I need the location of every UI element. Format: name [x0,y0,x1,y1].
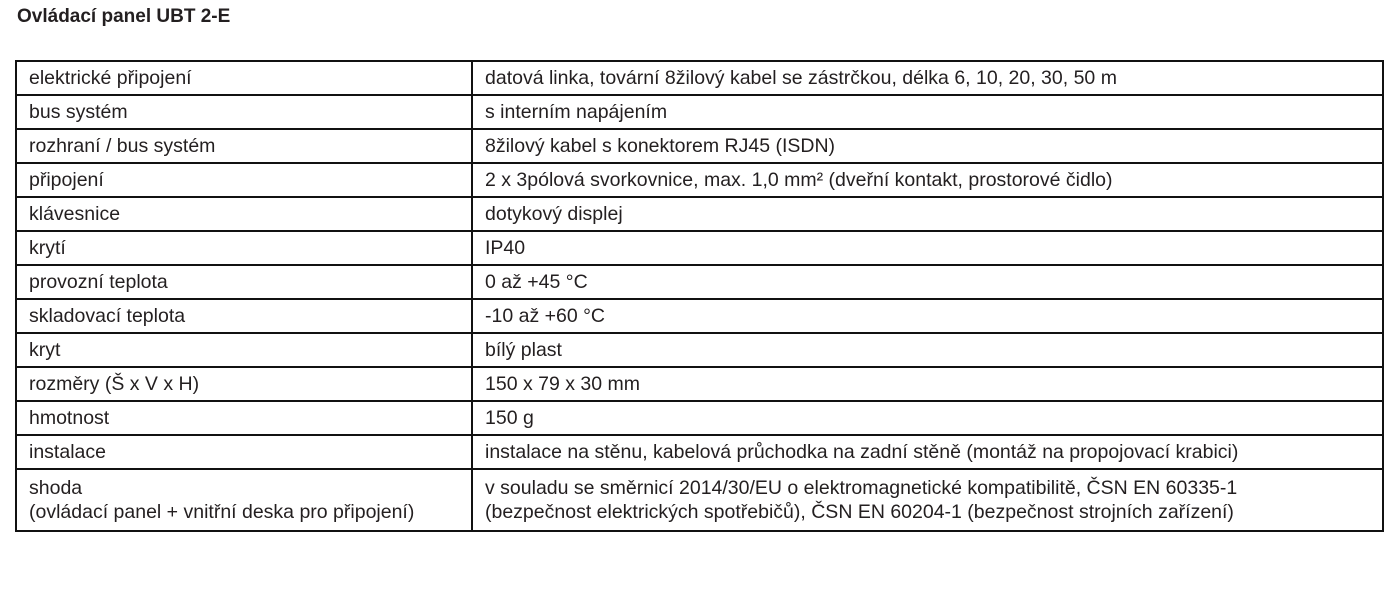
row-value: 8žilový kabel s konektorem RJ45 (ISDN) [471,128,1384,164]
label-line: (ovládací panel + vnitřní deska pro přip… [29,501,415,523]
row-label: instalace [15,434,473,470]
table-row: provozní teplota 0 až +45 °C [15,264,1384,300]
row-value: 0 až +45 °C [471,264,1384,300]
table-row: elektrické připojení datová linka, továrn… [15,60,1384,96]
label-line: shoda [29,477,83,499]
table-row: instalace instalace na stěnu, kabelová pr… [15,434,1384,470]
table-row: krytí IP40 [15,230,1384,266]
row-label: krytí [15,230,473,266]
row-label: rozhraní / bus systém [15,128,473,164]
row-value: instalace na stěnu, kabelová průchodka n… [471,434,1384,470]
row-value: bílý plast [471,332,1384,368]
row-label: klávesnice [15,196,473,232]
row-value: v souladu se směrnicí 2014/30/EU o elekt… [471,468,1384,532]
page-title: Ovládací panel UBT 2-E [17,6,231,27]
row-label: bus systém [15,94,473,130]
row-label: kryt [15,332,473,368]
table-row: hmotnost 150 g [15,400,1384,436]
row-label: elektrické připojení [15,60,473,96]
row-value: s interním napájením [471,94,1384,130]
row-label: provozní teplota [15,264,473,300]
row-label: skladovací teplota [15,298,473,334]
table-row: shoda (ovládací panel + vnitřní deska pr… [15,468,1384,532]
table-row: připojení 2 x 3pólová svorkovnice, max. 1… [15,162,1384,198]
table-row: kryt bílý plast [15,332,1384,368]
row-label: rozměry (Š x V x H) [15,366,473,402]
table-row: skladovací teplota -10 až +60 °C [15,298,1384,334]
row-value: IP40 [471,230,1384,266]
row-value: -10 až +60 °C [471,298,1384,334]
value-line: (bezpečnost elektrických spotřebičů), ČS… [485,501,1234,523]
row-label: připojení [15,162,473,198]
table-row: rozměry (Š x V x H) 150 x 79 x 30 mm [15,366,1384,402]
value-line: v souladu se směrnicí 2014/30/EU o elekt… [485,477,1238,499]
spec-table: elektrické připojení datová linka, továrn… [15,60,1384,532]
table-row: bus systém s interním napájením [15,94,1384,130]
row-label: shoda (ovládací panel + vnitřní deska pr… [15,468,473,532]
table-row: rozhraní / bus systém 8žilový kabel s kon… [15,128,1384,164]
table-row: klávesnice dotykový displej [15,196,1384,232]
row-value: dotykový displej [471,196,1384,232]
row-value: 150 g [471,400,1384,436]
row-value: 150 x 79 x 30 mm [471,366,1384,402]
row-value: datová linka, tovární 8žilový kabel se z… [471,60,1384,96]
row-value: 2 x 3pólová svorkovnice, max. 1,0 mm² (d… [471,162,1384,198]
row-label: hmotnost [15,400,473,436]
